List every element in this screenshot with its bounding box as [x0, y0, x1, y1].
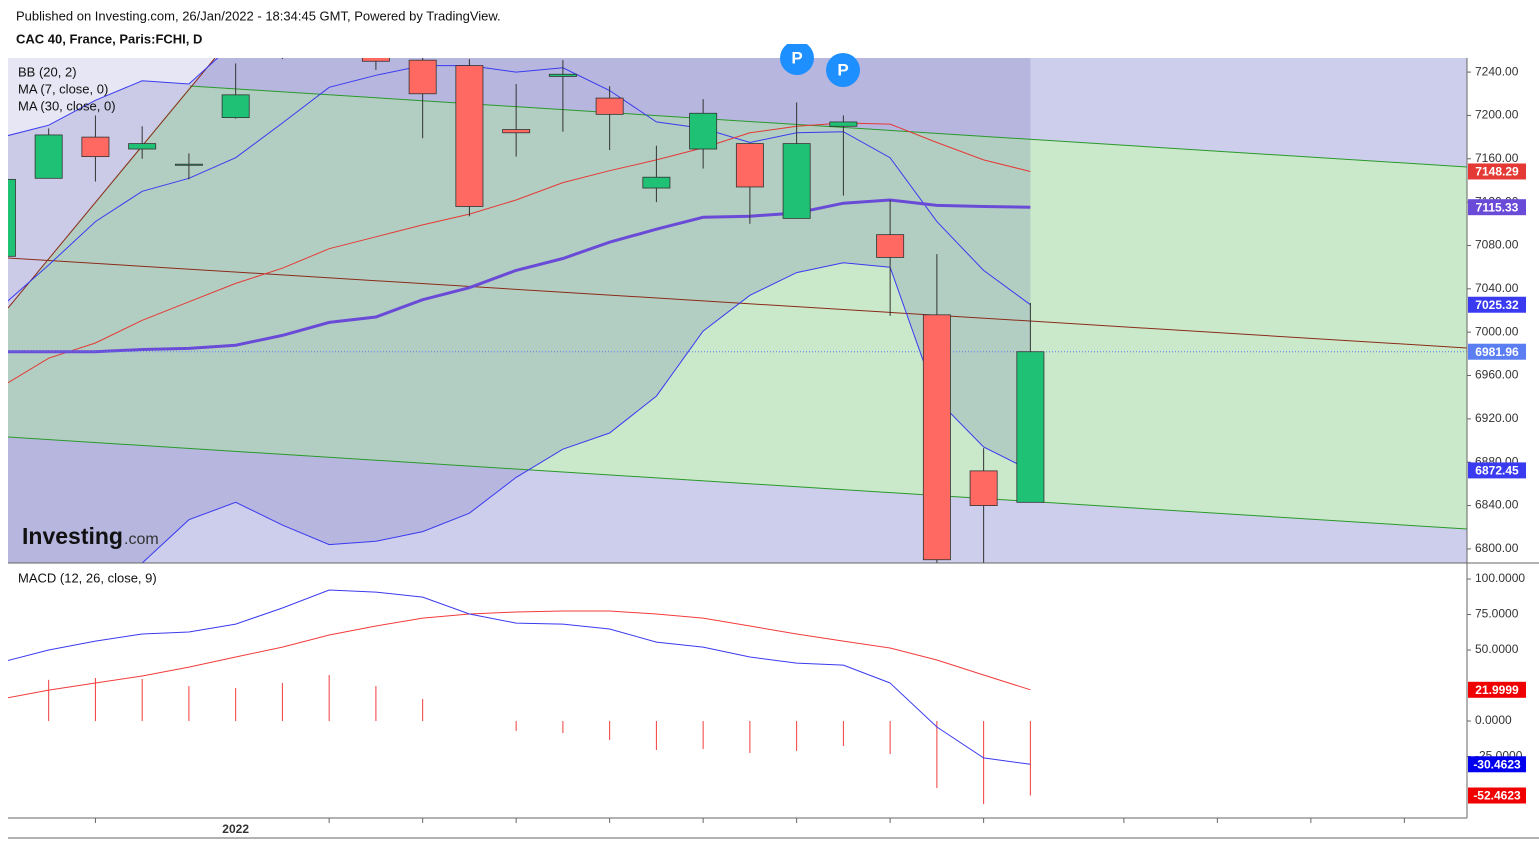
macd-line	[8, 589, 1031, 765]
symbol-line: CAC 40, France, Paris:FCHI, D	[16, 31, 202, 46]
event-markers: P P	[780, 41, 860, 87]
value-badge	[1468, 462, 1526, 479]
value-badge-label: 7115.33	[1476, 200, 1519, 214]
price-pane: Investing .com	[8, 45, 1467, 563]
value-badge	[1468, 296, 1526, 313]
candle-body	[782, 143, 811, 219]
candle-body	[689, 112, 718, 150]
legend-bb: BB (20, 2)	[18, 64, 77, 79]
candle-body	[502, 129, 531, 134]
macd-title: MACD (12, 26, close, 9)	[18, 570, 157, 585]
candle-body	[829, 121, 858, 127]
value-badge	[1468, 681, 1526, 698]
y-tick-label: 7080.00	[1475, 238, 1519, 252]
candle-body	[548, 73, 577, 77]
candle-body	[81, 136, 110, 158]
legend-ma30: MA (30, close, 0)	[18, 98, 116, 113]
channel-mid	[8, 257, 1467, 349]
legend-ma7: MA (7, close, 0)	[18, 81, 108, 96]
candle-body	[642, 176, 671, 189]
band-line	[8, 58, 219, 137]
channel	[8, 58, 1467, 530]
band-line	[8, 65, 1031, 306]
event-marker	[826, 53, 860, 87]
candle-body	[8, 178, 16, 257]
candle-body	[922, 314, 951, 561]
y-tick-label: 0.0000	[1475, 713, 1512, 727]
value-badge	[1468, 756, 1526, 773]
candle-body	[128, 143, 157, 150]
value-badge-label: 6872.45	[1475, 464, 1519, 478]
trend-line	[8, 58, 216, 309]
y-tick-label: 6920.00	[1475, 411, 1519, 425]
candle-body	[876, 234, 905, 258]
candle-body	[408, 59, 437, 95]
y-tick-label: 6800.00	[1475, 541, 1519, 555]
y-tick-label: 50.0000	[1475, 642, 1519, 656]
value-badge-label: -52.4623	[1473, 789, 1521, 803]
signal-line	[8, 610, 1031, 699]
candle-body	[455, 65, 484, 207]
event-marker	[780, 41, 814, 75]
candle-body	[969, 470, 998, 506]
candle-body	[595, 97, 624, 115]
macd-pane	[8, 589, 1031, 805]
published-line: Published on Investing.com, 26/Jan/2022 …	[16, 8, 501, 23]
x-tick-label: 2022	[222, 822, 249, 836]
header-mask	[0, 0, 1539, 44]
ma-line	[8, 198, 1031, 354]
y-tick-label: 7240.00	[1475, 64, 1519, 78]
value-badge	[1468, 787, 1526, 804]
watermark-brand: Investing	[22, 523, 123, 549]
event-label: P	[791, 48, 802, 67]
value-badge-label: 6981.96	[1475, 345, 1519, 359]
channel-fill	[8, 86, 1467, 529]
value-badge-label: 7025.32	[1475, 298, 1519, 312]
channel-bottom	[8, 436, 1467, 530]
value-badge-label: -30.4623	[1473, 757, 1521, 771]
candle-body	[174, 163, 203, 166]
y-tick-label: 100.0000	[1475, 571, 1525, 585]
value-badge	[1468, 163, 1526, 180]
y-tick-label: 6840.00	[1475, 498, 1519, 512]
y-tick-label: 7040.00	[1475, 281, 1519, 295]
y-tick-label: 75.0000	[1475, 607, 1519, 621]
candle-body	[361, 58, 390, 62]
y-tick-label: 7160.00	[1475, 151, 1519, 165]
candle-body	[221, 94, 250, 119]
channel-top	[189, 85, 1467, 168]
event-label: P	[837, 60, 848, 79]
y-tick-label: 6960.00	[1475, 368, 1519, 382]
candle-body	[34, 134, 63, 179]
band-fill	[8, 58, 1031, 563]
value-badge	[1468, 343, 1526, 360]
candle-body	[735, 143, 764, 188]
y-tick-label: 7000.00	[1475, 324, 1519, 338]
watermark-suffix: .com	[124, 531, 159, 548]
y-tick-label: 7200.00	[1475, 108, 1519, 122]
band-line	[140, 262, 1031, 563]
ma-line	[8, 122, 1031, 384]
candle-body	[1016, 351, 1045, 503]
value-badge	[1468, 199, 1526, 216]
value-badge-label: 7148.29	[1475, 165, 1519, 179]
value-badge-label: 21.9999	[1475, 683, 1519, 697]
candle-body	[269, 45, 296, 53]
